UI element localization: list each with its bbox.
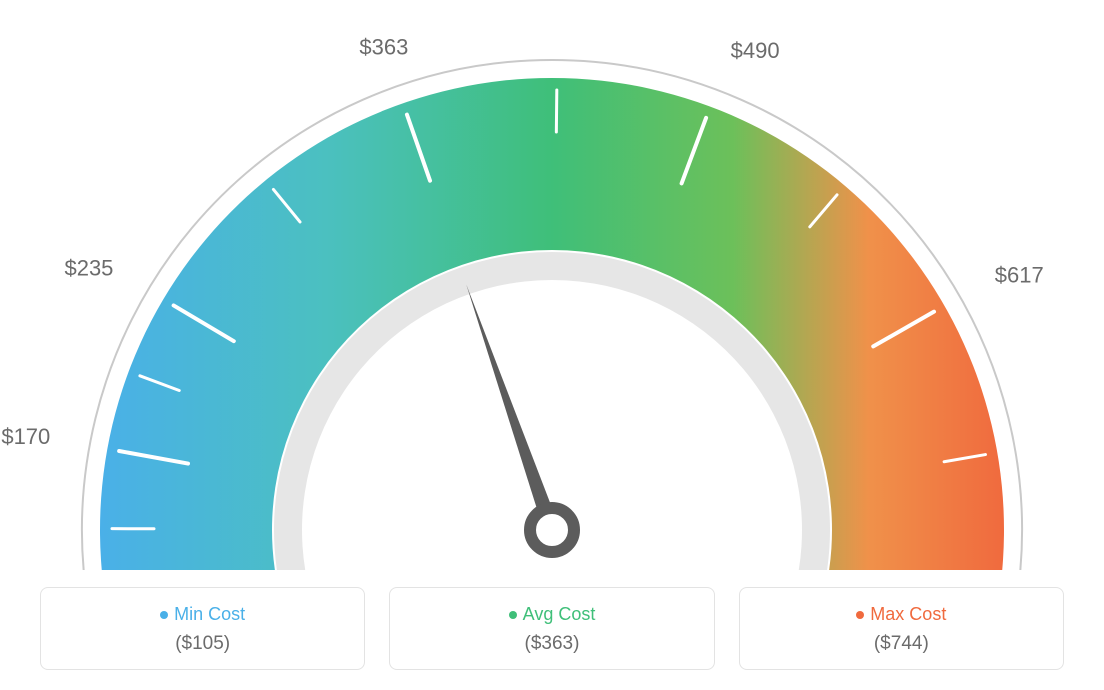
max-cost-value: ($744) [750, 633, 1053, 655]
avg-cost-value: ($363) [400, 633, 703, 655]
gauge-tick-label: $617 [995, 263, 1044, 288]
min-cost-title: Min Cost [51, 604, 354, 625]
gauge-svg: $105$170$235$363$490$617$744 [0, 10, 1104, 570]
gauge-tick-label: $170 [1, 424, 50, 449]
gauge-hub [530, 508, 574, 552]
avg-cost-title: Avg Cost [400, 604, 703, 625]
avg-cost-label: Avg Cost [523, 604, 596, 624]
min-cost-value: ($105) [51, 633, 354, 655]
max-cost-card: Max Cost ($744) [739, 587, 1064, 670]
min-cost-label: Min Cost [174, 604, 245, 624]
dot-icon [160, 611, 168, 619]
gauge-tick-label: $235 [64, 256, 113, 281]
gauge-tick-label: $363 [359, 34, 408, 59]
gauge-tick-label: $490 [731, 38, 780, 63]
avg-cost-card: Avg Cost ($363) [389, 587, 714, 670]
min-cost-card: Min Cost ($105) [40, 587, 365, 670]
cost-gauge: $105$170$235$363$490$617$744 [0, 10, 1104, 570]
dot-icon [856, 611, 864, 619]
dot-icon [509, 611, 517, 619]
summary-cards: Min Cost ($105) Avg Cost ($363) Max Cost… [40, 587, 1064, 670]
gauge-needle [466, 285, 559, 533]
max-cost-label: Max Cost [870, 604, 946, 624]
max-cost-title: Max Cost [750, 604, 1053, 625]
